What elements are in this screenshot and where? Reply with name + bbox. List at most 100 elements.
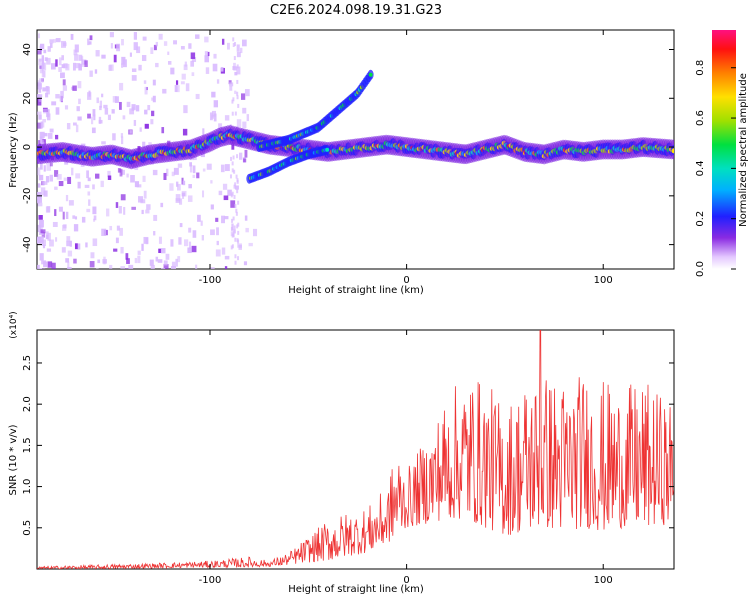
noise-cell	[231, 161, 234, 166]
noise-cell	[37, 111, 42, 115]
noise-cell	[65, 211, 69, 220]
noise-cell	[87, 92, 92, 100]
noise-cell	[248, 242, 253, 247]
noise-cell	[237, 256, 240, 261]
noise-cell	[160, 268, 166, 269]
noise-cell	[163, 41, 168, 46]
noise-cell	[119, 82, 124, 91]
noise-cell	[150, 119, 154, 125]
noise-cell	[166, 168, 169, 177]
noise-cell	[163, 260, 168, 266]
noise-cell	[240, 47, 243, 54]
noise-cell	[234, 185, 239, 190]
noise-cell	[65, 63, 70, 71]
noise-cell	[43, 108, 48, 114]
noise-cell	[170, 239, 174, 247]
noise-cell	[224, 115, 230, 121]
noise-cell	[74, 54, 79, 61]
noise-cell	[42, 244, 46, 249]
noise-cell	[175, 258, 178, 267]
noise-cell	[39, 163, 43, 170]
noise-cell	[213, 113, 217, 122]
noise-cell	[96, 97, 99, 104]
noise-cell	[109, 32, 114, 38]
noise-cell	[38, 236, 44, 243]
noise-cell	[234, 111, 237, 116]
noise-cell	[180, 46, 185, 50]
noise-cell	[126, 173, 129, 178]
noise-cell	[40, 121, 43, 129]
noise-cell	[155, 256, 159, 262]
noise-cell	[39, 225, 43, 233]
noise-cell	[40, 140, 45, 144]
noise-cell	[120, 246, 124, 254]
noise-cell	[49, 39, 54, 44]
noise-cell	[58, 67, 62, 72]
noise-cell	[231, 218, 234, 223]
noise-cell	[38, 89, 42, 93]
noise-cell	[125, 268, 129, 269]
noise-cell	[151, 110, 155, 117]
noise-cell	[119, 227, 123, 236]
noise-cell	[175, 85, 180, 93]
y-tick-label: 1.0	[22, 479, 33, 495]
noise-cell	[39, 78, 44, 83]
spectrogram-heatmap	[37, 32, 674, 269]
noise-cell	[148, 142, 152, 146]
noise-cell	[152, 95, 156, 103]
noise-cell	[108, 65, 112, 71]
noise-cell	[47, 133, 53, 139]
noise-cell	[231, 168, 234, 173]
noise-cell	[204, 51, 208, 57]
noise-cell	[151, 97, 154, 101]
noise-cell	[233, 56, 236, 61]
noise-cell	[81, 216, 86, 223]
noise-cell	[233, 62, 236, 69]
noise-cell	[37, 80, 40, 87]
noise-cell	[37, 224, 42, 233]
noise-cell	[121, 63, 124, 68]
noise-cell	[92, 109, 96, 117]
noise-cell	[197, 214, 201, 222]
noise-cell	[230, 156, 233, 161]
noise-cell	[222, 183, 228, 190]
noise-cell	[67, 250, 73, 257]
noise-cell	[170, 67, 175, 75]
noise-cell	[188, 184, 192, 189]
colorbar: 0.0 0.2 0.4 0.6 0.8 Normalized spectral ampl…	[695, 30, 749, 277]
noise-cell	[232, 42, 235, 47]
noise-cell	[131, 107, 135, 111]
noise-cell	[240, 93, 246, 100]
noise-cell	[62, 224, 67, 231]
noise-cell	[131, 68, 137, 72]
noise-cell	[236, 224, 239, 229]
noise-cell	[37, 33, 41, 39]
noise-cell	[243, 261, 248, 266]
noise-cell	[88, 41, 92, 45]
noise-cell	[233, 229, 236, 234]
snr-line	[37, 330, 674, 569]
spectrogram-y-label: Frequency (Hz)	[8, 112, 19, 188]
noise-cell	[220, 164, 225, 173]
noise-cell	[178, 198, 183, 205]
noise-cell	[64, 105, 69, 110]
noise-cell	[234, 260, 237, 265]
noise-cell	[59, 95, 64, 102]
noise-cell	[227, 42, 230, 50]
noise-cell	[177, 183, 181, 191]
noise-cell	[72, 85, 77, 91]
noise-cell	[42, 87, 46, 92]
noise-cell	[67, 261, 70, 269]
noise-cell	[183, 105, 188, 114]
noise-cell	[44, 57, 48, 62]
noise-cell	[201, 190, 205, 198]
noise-cell	[236, 119, 242, 127]
noise-cell	[123, 206, 126, 215]
noise-cell	[231, 244, 234, 249]
noise-cell	[179, 223, 183, 228]
noise-cell	[211, 91, 216, 98]
noise-cell	[167, 61, 172, 65]
noise-cell	[230, 245, 233, 250]
noise-cell	[100, 180, 104, 188]
noise-cell	[160, 202, 164, 208]
